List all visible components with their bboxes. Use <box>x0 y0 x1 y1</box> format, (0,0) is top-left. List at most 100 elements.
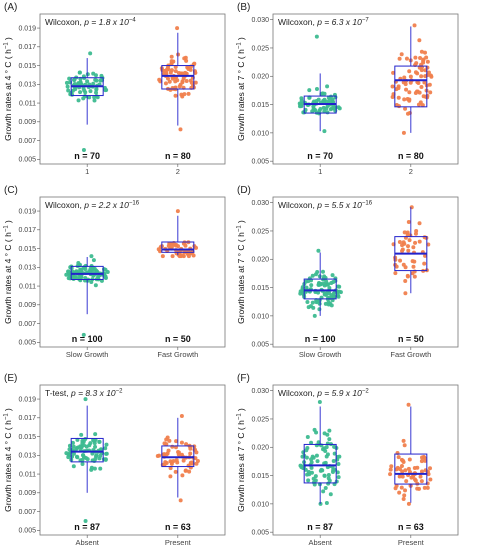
y-axis-label-exponent: −1 <box>4 225 10 233</box>
box-iqr <box>394 453 428 485</box>
y-axis-label-tail: ) <box>236 220 246 225</box>
data-point <box>179 440 184 445</box>
data-point <box>405 111 410 116</box>
p-exponent: −16 <box>362 201 373 207</box>
data-point <box>317 307 322 312</box>
data-point <box>156 247 161 252</box>
data-point <box>406 501 411 506</box>
data-point <box>85 79 90 84</box>
data-point <box>184 442 189 447</box>
data-point <box>419 74 424 79</box>
data-point <box>403 106 408 111</box>
data-point <box>336 475 341 480</box>
points-group-1 <box>64 51 109 152</box>
data-point <box>394 102 399 107</box>
data-point <box>403 279 408 284</box>
y-tick-label: 0.025 <box>251 228 269 235</box>
test-annotation: Wilcoxon, p = 5.5 x 10−16 <box>278 200 373 210</box>
p-value: p = 8.3 x 10 <box>70 388 116 398</box>
data-point <box>305 434 310 439</box>
data-point <box>409 475 414 480</box>
data-point <box>183 243 188 248</box>
data-point <box>327 428 332 433</box>
data-point <box>322 109 327 114</box>
y-tick-label: 0.020 <box>251 257 269 264</box>
test-annotation: T-test, p = 8.3 x 10−2 <box>45 388 123 398</box>
data-point <box>83 90 88 95</box>
boxplot-1 <box>70 405 104 493</box>
data-point <box>314 87 319 92</box>
box-iqr <box>394 65 428 108</box>
data-point <box>397 490 402 495</box>
data-point <box>167 79 172 84</box>
y-tick-label: 0.015 <box>18 434 36 441</box>
data-point <box>310 300 315 305</box>
data-point <box>428 477 433 482</box>
data-point <box>83 518 88 523</box>
panel-d: (D) Wilcoxon, p = 5.5 x 10−16 0.005 0.010 0.… <box>236 185 459 359</box>
y-axis-label-main: Growth rates at 4 ° C ( h <box>3 49 13 141</box>
panel-b: (B) Wilcoxon, p = 6.3 x 10−7 0.005 0.010 0.0… <box>236 2 459 176</box>
data-point <box>400 248 405 253</box>
data-point <box>388 467 393 472</box>
data-point <box>92 441 97 446</box>
data-point <box>401 130 406 135</box>
data-point <box>306 478 311 483</box>
data-point <box>99 73 104 78</box>
data-point <box>419 459 424 464</box>
data-point <box>183 468 188 473</box>
data-point <box>391 70 396 75</box>
test-name: T-test, <box>45 388 71 398</box>
data-point <box>309 283 314 288</box>
data-point <box>406 402 411 407</box>
data-point <box>406 466 411 471</box>
data-point <box>408 74 413 79</box>
data-point <box>67 76 72 81</box>
data-point <box>312 427 317 432</box>
data-point <box>322 461 327 466</box>
p-value: p = 1.8 x 10 <box>83 17 129 27</box>
box-iqr <box>303 278 337 300</box>
p-exponent: −7 <box>362 18 370 24</box>
data-point <box>170 444 175 449</box>
data-point <box>66 88 71 93</box>
data-point <box>83 275 88 280</box>
y-tick-label: 0.030 <box>251 388 269 395</box>
boxplot-1 <box>303 73 337 132</box>
data-point <box>319 467 324 472</box>
data-point <box>326 302 331 307</box>
y-tick-label: 0.009 <box>18 302 36 309</box>
data-point <box>337 289 342 294</box>
data-point <box>412 274 417 279</box>
data-point <box>420 103 425 108</box>
y-axis-label-tail: ) <box>236 408 246 413</box>
data-point <box>390 94 395 99</box>
data-point <box>427 82 432 87</box>
data-point <box>409 205 414 210</box>
x-category-label: Slow Growth <box>299 350 342 359</box>
x-category-label: Slow Growth <box>66 350 109 359</box>
data-point <box>173 93 178 98</box>
data-point <box>80 441 85 446</box>
data-point <box>329 280 334 285</box>
data-point <box>321 105 326 110</box>
data-point <box>64 80 69 85</box>
data-point <box>411 264 416 269</box>
y-tick-label: 0.005 <box>18 340 36 347</box>
data-point <box>103 446 108 451</box>
y-tick-label: 0.025 <box>251 45 269 52</box>
data-point <box>178 127 183 132</box>
p-exponent: −2 <box>362 389 370 395</box>
y-axis-label-exponent: −1 <box>4 413 10 421</box>
panel-label: (A) <box>4 2 17 13</box>
data-point <box>326 473 331 478</box>
data-point <box>429 74 434 79</box>
boxplot-2 <box>394 406 428 503</box>
data-point <box>98 78 103 83</box>
n-label: n = 70 <box>74 151 100 161</box>
data-point <box>166 244 171 249</box>
data-point <box>332 444 337 449</box>
data-point <box>168 459 173 464</box>
data-point <box>407 457 412 462</box>
data-point <box>92 466 97 471</box>
